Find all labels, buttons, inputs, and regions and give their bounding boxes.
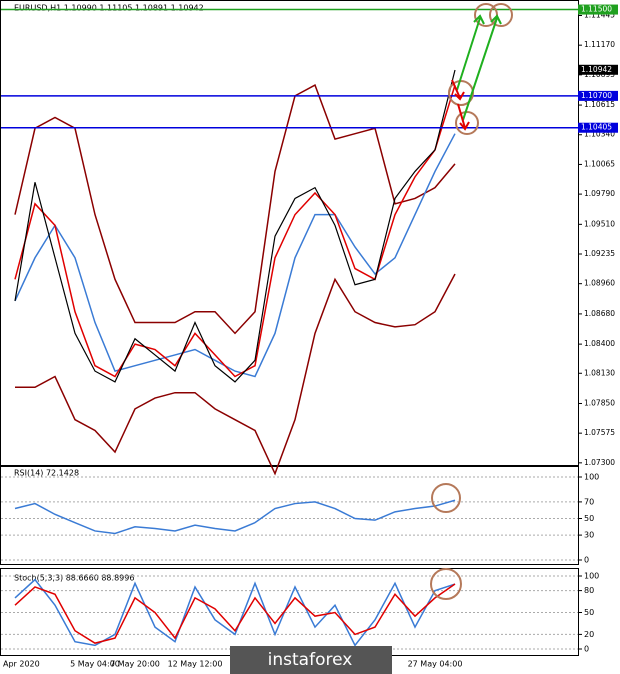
y-tick-label: 1.08680 <box>584 309 615 318</box>
x-tick-label: 5 May 04:00 <box>70 660 120 669</box>
circle <box>489 3 513 27</box>
panel-title: RSI(14) 72.1428 <box>14 469 79 478</box>
y-tick-label: 1.08130 <box>584 368 615 377</box>
x-tick-label: 27 May 04:00 <box>408 660 463 669</box>
y-tick-label: 1.08960 <box>584 279 615 288</box>
watermark-box <box>230 646 392 674</box>
main-panel <box>0 0 579 466</box>
rsi-panel <box>0 466 579 565</box>
series-line <box>14 84 456 378</box>
circle <box>455 111 479 135</box>
circle <box>431 483 461 513</box>
y-tick-label: 50 <box>584 608 594 617</box>
panel-title: EURUSD,H1 1.10990 1.11105 1.10891 1.1094… <box>14 4 204 13</box>
circle <box>430 568 462 600</box>
y-tick-label: 100 <box>584 572 599 581</box>
y-tick-label: 30 <box>584 531 594 540</box>
price-label: 1.10405 <box>581 123 612 132</box>
panel-title: Stoch(5,3,3) 88.6660 88.8996 <box>14 574 134 583</box>
arrow <box>456 14 485 91</box>
y-tick-label: 1.11445 <box>584 10 615 19</box>
series-line <box>14 133 456 378</box>
y-tick-label: 1.09790 <box>584 189 615 198</box>
price-box <box>578 4 618 15</box>
y-tick-label: 1.07575 <box>584 428 615 437</box>
series-line <box>14 578 456 647</box>
arrow <box>451 79 465 101</box>
y-tick-label: 1.10065 <box>584 159 615 168</box>
plot-layer: EURUSD,H1 1.10990 1.11105 1.10891 1.1094… <box>0 4 618 669</box>
price-box <box>578 122 618 133</box>
series-line <box>14 69 456 383</box>
y-tick-label: 1.11170 <box>584 40 615 49</box>
y-tick-label: 1.08400 <box>584 339 615 348</box>
arrow <box>457 103 470 131</box>
x-tick-label: 30 Apr 2020 <box>0 660 40 669</box>
y-tick-label: 1.10340 <box>584 130 615 139</box>
y-tick-label: 0 <box>584 645 589 654</box>
y-tick-label: 1.07850 <box>584 398 615 407</box>
y-tick-label: 50 <box>584 514 594 523</box>
last-price-label: 1.10942 <box>581 65 612 74</box>
series-line <box>14 583 456 644</box>
arrow <box>462 14 502 121</box>
x-tick-label: 7 May 20:00 <box>110 660 160 669</box>
series-line <box>14 499 456 535</box>
y-tick-label: 1.09235 <box>584 249 615 258</box>
y-tick-label: 20 <box>584 630 594 639</box>
price-box <box>578 90 618 101</box>
series-line <box>14 84 456 335</box>
y-tick-label: 1.09510 <box>584 219 615 228</box>
y-tick-label: 70 <box>584 497 594 506</box>
y-tick-label: 80 <box>584 586 594 595</box>
watermark: instaforex <box>268 650 353 670</box>
series-line <box>15 273 456 476</box>
price-label: 1.11500 <box>581 5 612 14</box>
price-label: 1.10700 <box>581 91 612 100</box>
y-tick-label: 1.10615 <box>584 100 615 109</box>
y-tick-label: 100 <box>584 473 599 482</box>
annotations <box>430 3 513 600</box>
y-tick-label: 0 <box>584 556 589 565</box>
last-price-box <box>578 64 618 75</box>
y-tick-label: 1.07300 <box>584 458 615 467</box>
x-tick-label: 12 May 12:00 <box>168 660 223 669</box>
